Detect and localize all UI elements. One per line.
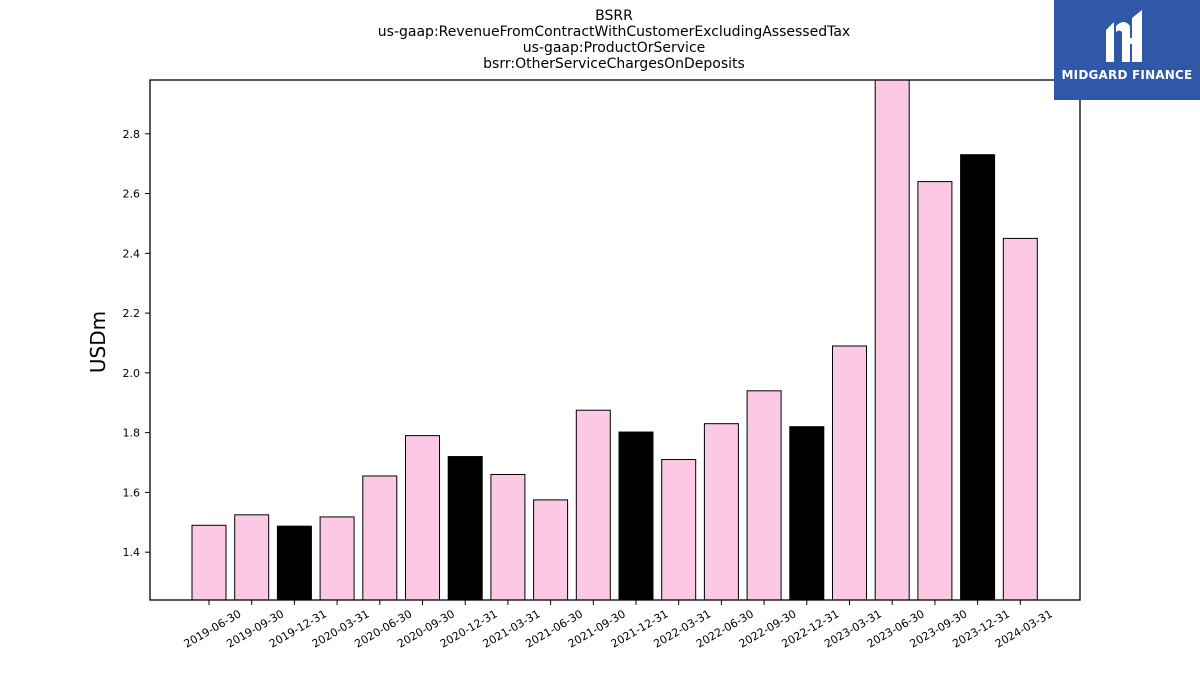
y-tick-label: 2.0	[123, 367, 141, 380]
chart-title: BSRRus-gaap:RevenueFromContractWithCusto…	[378, 8, 850, 72]
bar	[575, 409, 611, 601]
plot-area-frame	[149, 79, 1081, 601]
bar	[490, 473, 526, 601]
bar	[917, 181, 953, 601]
chart-title-line: us-gaap:RevenueFromContractWithCustomerE…	[378, 24, 850, 40]
y-tick-label: 1.8	[123, 427, 141, 440]
bar	[276, 525, 312, 601]
y-tick-label: 2.4	[123, 247, 141, 260]
bar	[746, 390, 782, 601]
bar	[789, 426, 825, 601]
midgard-finance-logo: MIDGARD FINANCE	[1054, 0, 1200, 100]
y-tick-label: 2.6	[123, 188, 141, 201]
y-tick-label: 2.8	[123, 128, 141, 141]
chart-title-line: BSRR	[595, 8, 633, 24]
bar	[874, 79, 910, 601]
chart-title-line: us-gaap:ProductOrService	[523, 40, 706, 56]
logo-text: MIDGARD FINANCE	[1061, 68, 1193, 82]
x-axis-ticks: 2019-06-302019-09-302019-12-312020-03-31…	[182, 600, 1055, 651]
y-tick-label: 2.2	[123, 307, 141, 320]
bars-group	[191, 79, 1038, 601]
midgard-finance-logo-icon	[1106, 10, 1142, 62]
bar	[447, 456, 483, 601]
bar	[405, 435, 440, 601]
bar	[533, 499, 569, 601]
y-axis-ticks: 1.4 1.6 1.8 2.0 2.2 2.4 2.6 2.8	[123, 128, 150, 559]
bar	[960, 154, 996, 601]
bar	[703, 423, 739, 601]
bar	[234, 514, 270, 601]
bar	[319, 516, 355, 601]
y-tick-label: 1.4	[123, 546, 141, 559]
bar	[618, 431, 654, 601]
y-axis-label: USDm	[86, 311, 110, 373]
bar	[1002, 237, 1038, 601]
chart-title-line: bsrr:OtherServiceChargesOnDeposits	[483, 56, 745, 72]
bar	[661, 459, 697, 601]
bar	[832, 345, 867, 601]
bar	[191, 524, 227, 601]
bar	[362, 475, 398, 601]
y-tick-label: 1.6	[123, 486, 141, 499]
